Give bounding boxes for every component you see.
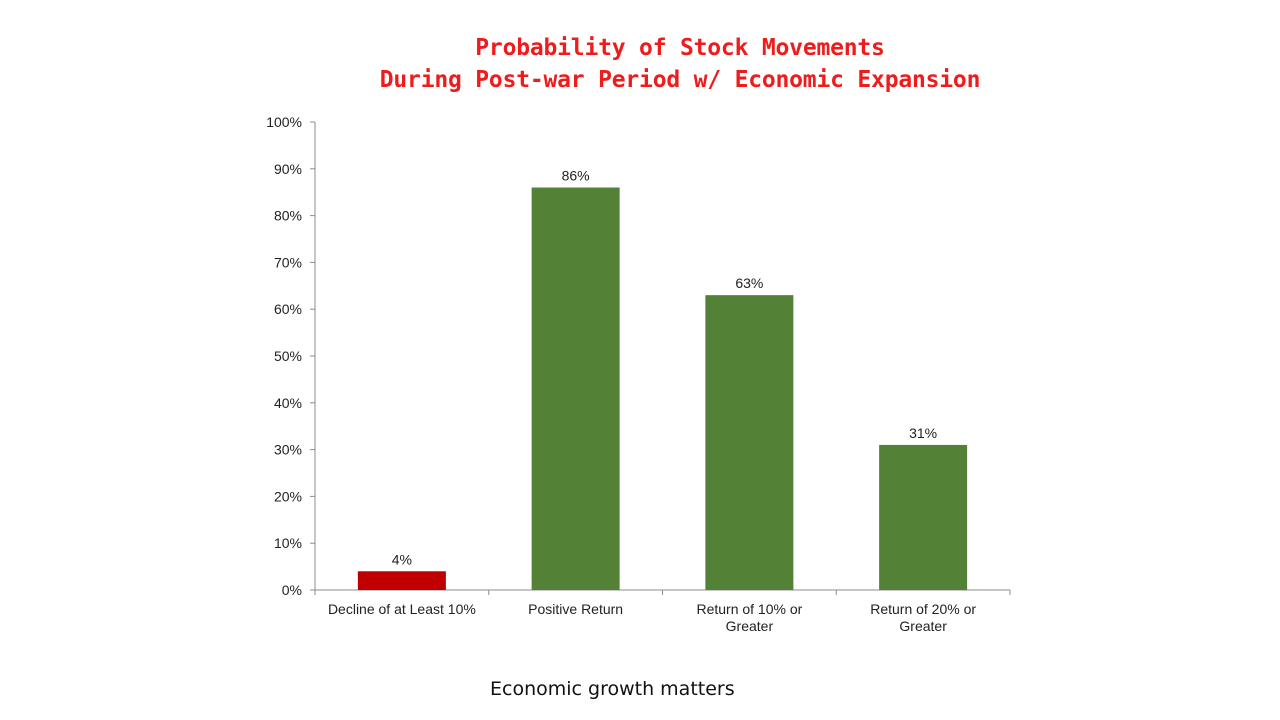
y-tick-label: 100% xyxy=(266,114,302,130)
caption: Economic growth matters xyxy=(490,678,735,700)
y-tick-label: 50% xyxy=(274,348,302,364)
y-tick-label: 40% xyxy=(274,395,302,411)
y-tick-label: 10% xyxy=(274,535,302,551)
bar-2 xyxy=(705,295,794,590)
bar-1 xyxy=(531,187,620,590)
chart-title-line-2: During Post-war Period w/ Economic Expan… xyxy=(379,67,981,93)
data-label-0: 4% xyxy=(392,551,412,567)
y-tick-label: 80% xyxy=(274,208,302,224)
y-tick-label: 0% xyxy=(282,582,302,598)
x-category-label-2-0: Return of 10% or xyxy=(696,601,802,617)
y-tick-label: 30% xyxy=(274,442,302,458)
x-category-label-3-0: Return of 20% or xyxy=(870,601,976,617)
bar-0 xyxy=(357,571,446,590)
data-label-3: 31% xyxy=(909,425,937,441)
x-category-label-2-1: Greater xyxy=(726,618,774,634)
x-category-label-3-1: Greater xyxy=(899,618,947,634)
x-category-label-1-0: Positive Return xyxy=(528,601,623,617)
chart-title-line-1: Probability of Stock Movements xyxy=(475,35,885,61)
y-tick-label: 70% xyxy=(274,254,302,270)
chart-title: Probability of Stock Movements During Po… xyxy=(330,32,1030,96)
y-tick-label: 90% xyxy=(274,161,302,177)
data-label-2: 63% xyxy=(735,275,763,291)
y-tick-label: 60% xyxy=(274,301,302,317)
bar-3 xyxy=(879,444,968,590)
y-tick-label: 20% xyxy=(274,488,302,504)
x-category-label-0-0: Decline of at Least 10% xyxy=(328,601,476,617)
data-label-1: 86% xyxy=(562,168,590,184)
